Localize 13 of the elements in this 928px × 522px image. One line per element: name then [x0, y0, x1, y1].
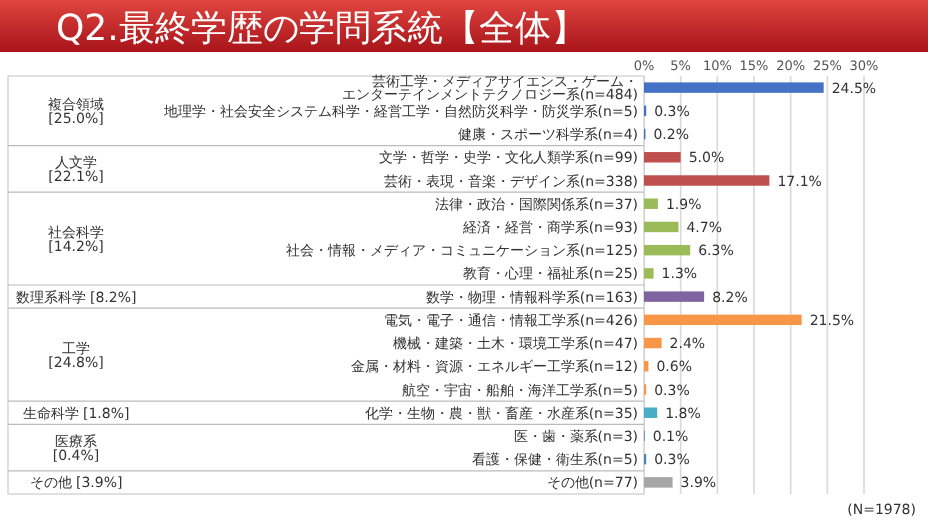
bar	[644, 82, 824, 93]
bar	[644, 152, 681, 163]
bar	[644, 221, 679, 233]
bar	[644, 244, 691, 256]
bar	[644, 337, 662, 349]
bar	[644, 407, 658, 418]
bar	[644, 268, 654, 279]
bar	[644, 198, 658, 209]
bar	[644, 477, 673, 488]
text: Q2.最終学歴の学問系統【全体】	[56, 8, 587, 50]
bar	[644, 291, 705, 302]
bar	[644, 175, 770, 186]
bar	[644, 314, 802, 326]
